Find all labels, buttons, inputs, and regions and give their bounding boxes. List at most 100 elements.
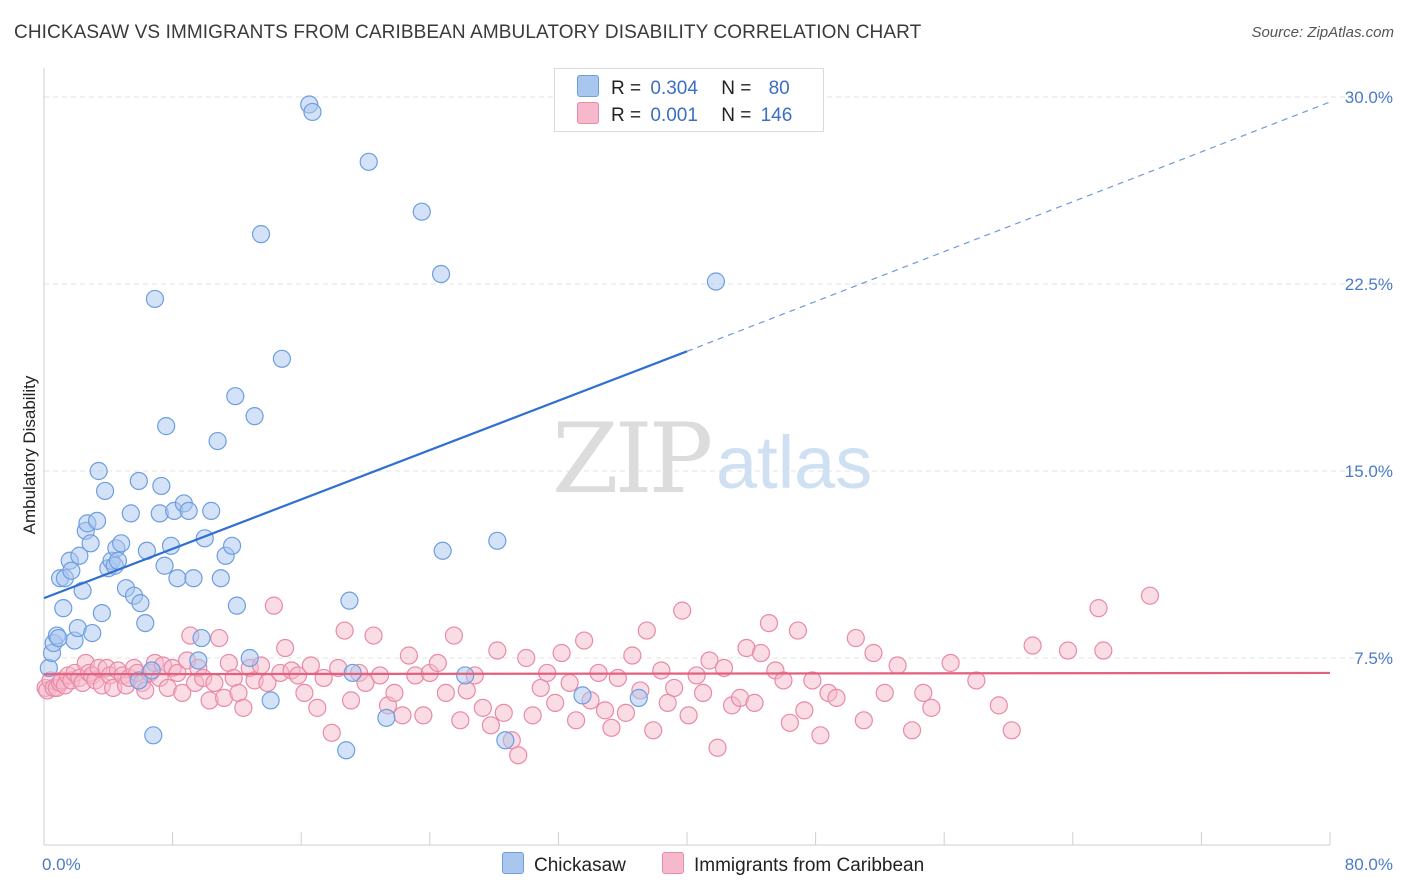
data-point	[1023, 636, 1042, 655]
data-point	[714, 658, 734, 678]
source-note: Source: ZipAtlas.com	[1251, 24, 1394, 41]
data-point	[436, 683, 455, 703]
data-point	[864, 643, 883, 663]
data-point	[89, 461, 108, 481]
data-point	[308, 698, 327, 717]
data-point	[393, 706, 412, 725]
data-point	[70, 546, 89, 565]
data-point	[245, 407, 264, 426]
data-point	[222, 536, 242, 555]
data-point	[112, 534, 131, 553]
data-point	[155, 556, 174, 575]
data-point	[168, 663, 187, 683]
data-point	[314, 668, 333, 688]
legend-r-label: R =	[611, 105, 647, 126]
data-point	[144, 726, 163, 745]
legend-n-label: N =	[721, 78, 757, 99]
series-label-caribbean: Immigrants from Caribbean	[694, 855, 925, 876]
data-point	[131, 594, 150, 613]
legend-row-caribbean: R = 0.001 N = 146	[577, 102, 792, 126]
data-point	[795, 701, 814, 720]
y-tick-labels: 7.5% 15.0% 22.5% 30.0%	[1345, 88, 1393, 668]
data-point	[364, 626, 383, 645]
legend-n-label: N =	[721, 105, 757, 126]
data-point	[902, 721, 922, 740]
chart-title: CHICKASAW VS IMMIGRANTS FROM CARIBBEAN A…	[14, 22, 922, 43]
data-point	[523, 706, 542, 725]
watermark: ZIP atlas	[552, 403, 872, 515]
data-point	[652, 661, 671, 680]
data-point	[673, 601, 692, 620]
data-point	[706, 272, 726, 291]
y-tick-label: 30.0%	[1345, 88, 1393, 107]
data-point	[359, 152, 378, 171]
data-point	[92, 604, 111, 623]
data-point	[414, 706, 433, 725]
data-point	[846, 628, 865, 648]
data-point	[687, 666, 706, 685]
data-point	[288, 666, 308, 685]
data-point	[496, 731, 515, 750]
data-point	[399, 646, 419, 665]
data-point	[121, 504, 140, 523]
series-legend-chickasaw: Chickasaw	[502, 852, 626, 877]
data-point	[276, 638, 295, 658]
data-point	[708, 738, 727, 757]
trend-line-caribbean	[43, 671, 1331, 676]
data-point	[240, 648, 259, 668]
data-point	[451, 711, 470, 730]
watermark-atlas: atlas	[716, 421, 872, 504]
data-point	[1140, 586, 1160, 605]
data-point	[456, 666, 475, 685]
data-point	[412, 202, 431, 221]
data-point	[888, 656, 907, 675]
data-point	[370, 666, 390, 685]
data-point	[914, 683, 933, 703]
data-point	[152, 476, 171, 496]
trend-line-chickasaw	[43, 350, 688, 600]
data-point	[481, 716, 500, 735]
data-point	[184, 569, 203, 588]
data-point	[566, 711, 586, 730]
data-point	[81, 534, 100, 553]
data-point	[210, 628, 229, 648]
data-point	[679, 706, 698, 725]
data-point	[385, 683, 404, 703]
data-point	[136, 613, 155, 633]
data-point	[272, 349, 292, 368]
legend-n-value: 80	[768, 78, 790, 99]
data-point	[803, 671, 822, 690]
data-point	[560, 673, 579, 693]
data-point	[83, 623, 102, 643]
data-point	[616, 703, 636, 722]
data-point	[142, 661, 161, 680]
data-point	[575, 631, 594, 650]
data-point	[494, 703, 513, 722]
data-point	[788, 621, 808, 640]
data-point	[457, 681, 476, 700]
data-point	[251, 225, 271, 244]
legend-row-chickasaw: R = 0.304 N = 80	[577, 75, 790, 99]
data-point	[1058, 641, 1078, 660]
data-point	[989, 696, 1008, 715]
series-legend: Chickasaw Immigrants from Caribbean	[0, 852, 1406, 878]
data-point	[444, 626, 464, 645]
data-point	[179, 501, 198, 520]
data-point	[941, 653, 960, 673]
data-point	[341, 691, 361, 710]
data-point	[202, 501, 221, 520]
data-point	[637, 621, 656, 640]
data-point	[234, 698, 253, 717]
y-tick-label: 7.5%	[1354, 649, 1393, 668]
correlation-legend: R = 0.304 N = 80 R = 0.001 N = 146	[554, 68, 824, 132]
x-tick-label: 80.0%	[1345, 855, 1393, 874]
data-point	[301, 656, 320, 675]
data-point	[62, 561, 81, 580]
data-point	[854, 711, 873, 730]
chickasaw-points	[39, 95, 726, 760]
legend-r-value: 0.001	[650, 105, 698, 126]
data-point	[226, 387, 245, 406]
data-point	[264, 596, 283, 615]
data-point	[192, 628, 211, 648]
